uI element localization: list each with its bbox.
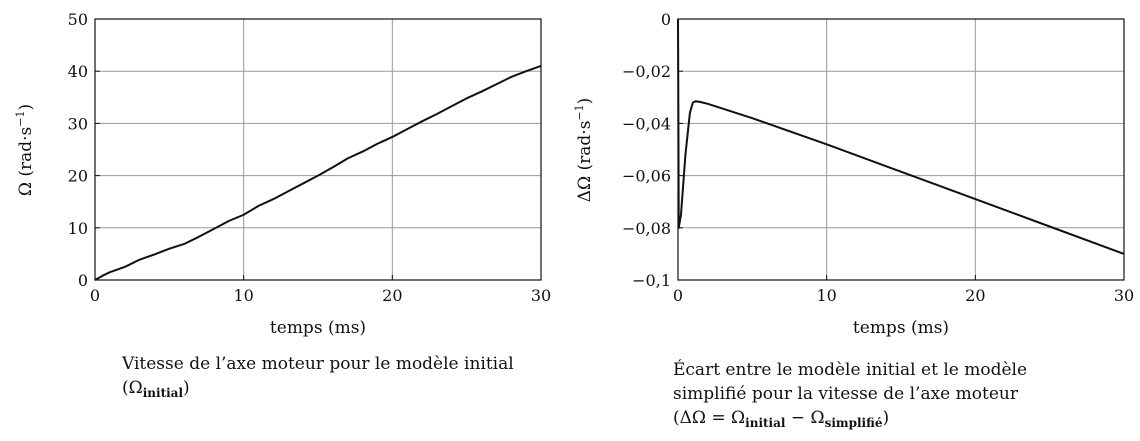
- caption-right-sub1: initial: [745, 416, 786, 430]
- x-tick-label: 30: [531, 286, 551, 305]
- y-tick-label: −0,04: [622, 114, 671, 133]
- y-tick-label: −0,1: [632, 271, 671, 290]
- x-tick-label: 20: [965, 286, 985, 305]
- y-tick-label: 20: [68, 167, 88, 186]
- y-tick-label: 0: [78, 271, 88, 290]
- caption-right-mid: − Ω: [785, 408, 825, 428]
- caption-left: Vitesse de l’axe moteur pour le modèle i…: [122, 352, 542, 405]
- caption-right-line2: simplifié pour la vitesse de l’axe moteu…: [673, 384, 1018, 404]
- y-axis-unit: (rad·s: [16, 127, 36, 177]
- y-tick-label: −0,02: [622, 62, 671, 81]
- x-tick-label: 20: [382, 286, 402, 305]
- y-tick-label: 40: [68, 62, 88, 81]
- y-axis-label: Ω (rad·s−1): [14, 104, 36, 196]
- chart-omega-initial: 0 10 20 30 0 10 20 30 40 50 temps (ms) Ω (rad·s−1): [14, 10, 551, 338]
- chart-delta-omega: 0 10 20 30 0 −0,02 −0,04 −0,06 −0,08 −0,1 temps (m…: [573, 10, 1134, 338]
- y-tick-label: 30: [68, 114, 88, 133]
- y-tick-label: 0: [661, 10, 671, 29]
- caption-right: Écart entre le modèle initial et le modè…: [673, 358, 1113, 435]
- x-tick-label: 10: [816, 286, 836, 305]
- y-axis-unit: (rad·s: [575, 121, 595, 171]
- caption-left-close: ): [183, 378, 190, 398]
- y-axis-unit-exp: −1: [14, 111, 27, 127]
- caption-left-text: Vitesse de l’axe moteur pour le modèle i…: [122, 354, 514, 398]
- x-axis-label: temps (ms): [270, 318, 366, 338]
- x-axis-label: temps (ms): [853, 318, 949, 338]
- y-axis-unit-exp: −1: [573, 104, 586, 120]
- plot-frame: [677, 18, 1125, 281]
- caption-right-open: (ΔΩ = Ω: [673, 408, 746, 428]
- y-tick-label: −0,06: [622, 167, 671, 186]
- caption-left-sub: initial: [142, 386, 184, 400]
- y-axis-symbol: Ω: [16, 177, 36, 197]
- plot-frame: [94, 18, 542, 281]
- x-tick-label: 30: [1114, 286, 1134, 305]
- x-tick-label: 0: [673, 286, 683, 305]
- y-tick-label: 50: [68, 10, 88, 29]
- x-tick-label: 0: [90, 286, 100, 305]
- y-axis-label: ΔΩ (rad·s−1): [573, 98, 595, 203]
- x-tick-label: 10: [233, 286, 253, 305]
- caption-right-sub2: simplifié: [824, 416, 883, 430]
- caption-right-line3: (ΔΩ = Ωinitial − Ωsimplifié): [673, 406, 1113, 435]
- y-axis-unit-close: ): [16, 104, 36, 111]
- y-tick-label: 10: [68, 219, 88, 238]
- y-axis-symbol: ΔΩ: [575, 170, 595, 202]
- y-tick-label: −0,08: [622, 219, 671, 238]
- y-axis-unit-close: ): [575, 98, 595, 105]
- caption-right-line1: Écart entre le modèle initial et le modè…: [673, 360, 1028, 380]
- series-line: [94, 65, 542, 281]
- series-line: [677, 18, 1125, 255]
- caption-right-close: ): [882, 408, 890, 428]
